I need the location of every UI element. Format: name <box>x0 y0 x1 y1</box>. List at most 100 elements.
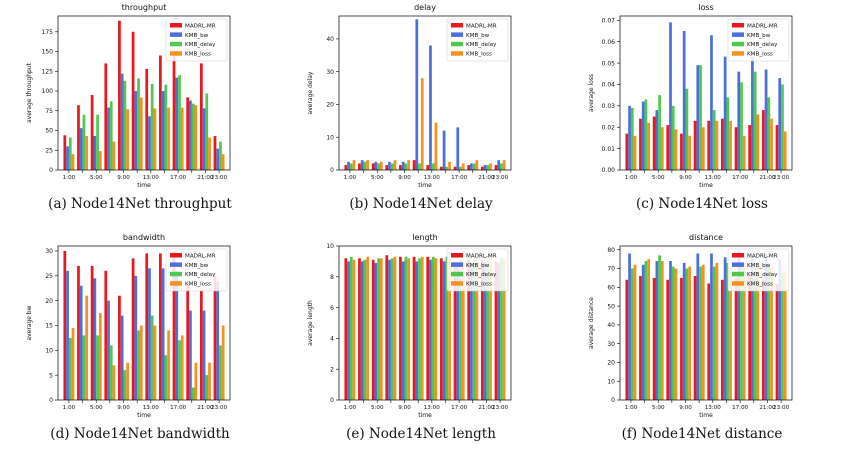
distance-bar-KMB_delay-2 <box>658 255 661 400</box>
delay-ytick-label-3: 30 <box>326 69 334 76</box>
bandwidth-bar-KMB_delay-1 <box>82 335 86 400</box>
loss-bar-MADRL-MR-3 <box>666 125 670 170</box>
bandwidth-legend-label-KMB_delay: KMB_delay <box>185 272 216 278</box>
distance-ytick-label-0: 0 <box>611 397 615 404</box>
distance-ytick-label-7: 70 <box>607 266 615 273</box>
delay-xtick-label-10: 21:00 <box>478 175 495 181</box>
bandwidth-xtick-label-0: 1:00 <box>63 405 76 411</box>
loss-ytick-label-5: 0.05 <box>602 60 616 67</box>
distance-ytick-label-5: 50 <box>607 303 615 310</box>
distance-ytick-label-6: 60 <box>607 285 615 292</box>
delay-bar-KMB_bw-8 <box>456 127 460 170</box>
distance-ytick-label-1: 10 <box>607 378 615 385</box>
loss-bar-MADRL-MR-8 <box>734 127 738 170</box>
distance-bar-KMB_bw-3 <box>669 261 672 400</box>
delay-bar-MADRL-MR-5 <box>412 160 416 170</box>
delay-bar-KMB_loss-0 <box>352 160 356 170</box>
length-ytick-label-0: 0 <box>330 397 334 404</box>
delay-bar-KMB_bw-7 <box>442 130 446 170</box>
distance-bar-KMB_delay-8 <box>740 266 743 400</box>
throughput-legend-label-KMB_delay: KMB_delay <box>185 42 216 48</box>
loss-ytick-label-0: 0.00 <box>602 167 616 174</box>
loss-bar-KMB_bw-1 <box>641 101 645 170</box>
bandwidth-bar-KMB_loss-0 <box>71 327 75 400</box>
throughput-ytick-label-5: 125 <box>42 68 54 75</box>
throughput-bar-KMB_delay-9 <box>191 103 195 170</box>
distance-legend <box>727 248 790 292</box>
throughput-xlabel: time <box>137 182 151 189</box>
throughput-bar-KMB_bw-2 <box>93 136 97 170</box>
length-bar-KMB_delay-4 <box>404 256 408 400</box>
length-bar-KMB_delay-2 <box>377 258 380 400</box>
length-bar-KMB_delay-1 <box>363 259 367 400</box>
chart-distance: distance 0 10 20 30 40 50 60 70 80 1:00 5:00 9:00 13:… <box>588 233 793 419</box>
loss-title: loss <box>698 3 713 12</box>
panel-delay: delay 0 10 20 30 40 1:00 5:00 9:00 13:00 17:00 21:0… <box>281 0 561 230</box>
length-bar-KMB_bw-11 <box>497 262 501 400</box>
bandwidth-legend-label-MADRL-MR: MADRL-MR <box>185 253 216 259</box>
loss-bar-MADRL-MR-6 <box>707 120 711 170</box>
throughput-bar-KMB_delay-10 <box>205 93 209 170</box>
throughput-bar-KMB_loss-0 <box>71 154 75 170</box>
throughput-legend-label-MADRL-MR: MADRL-MR <box>185 23 216 29</box>
throughput-bar-MADRL-MR-8 <box>172 55 176 170</box>
loss-bar-KMB_loss-5 <box>701 127 705 170</box>
distance-bar-KMB_bw-10 <box>764 253 768 400</box>
throughput-legend-label-KMB_loss: KMB_loss <box>185 52 211 58</box>
length-bar-KMB_bw-2 <box>374 262 378 400</box>
length-ytick-label-2: 4 <box>330 336 334 343</box>
delay-bar-KMB_loss-2 <box>379 161 383 170</box>
loss-ytick-label-6: 0.06 <box>602 39 616 46</box>
length-bar-KMB_delay-5 <box>418 258 421 400</box>
delay-xtick-label-6: 13:00 <box>424 175 441 181</box>
delay-bar-KMB_delay-4 <box>404 163 408 170</box>
delay-bar-KMB_bw-3 <box>388 161 391 170</box>
length-bar-KMB_loss-8 <box>461 261 465 400</box>
throughput-xtick-label-10: 21:00 <box>197 175 214 181</box>
loss-bar-MADRL-MR-1 <box>639 118 642 170</box>
loss-bar-KMB_delay-7 <box>726 97 730 170</box>
distance-bar-MADRL-MR-8 <box>734 277 738 400</box>
loss-bar-KMB_delay-6 <box>712 110 716 170</box>
delay-bar-KMB_delay-8 <box>459 166 462 170</box>
distance-xlabel: time <box>699 412 713 419</box>
throughput-bar-KMB_delay-7 <box>164 84 168 170</box>
bandwidth-bar-KMB_loss-4 <box>126 362 129 400</box>
distance-bar-KMB_bw-7 <box>723 257 727 400</box>
loss-bar-MADRL-MR-4 <box>680 133 683 170</box>
loss-bar-KMB_loss-11 <box>783 131 787 170</box>
loss-bar-KMB_delay-9 <box>753 71 757 170</box>
bandwidth-bar-KMB_bw-1 <box>79 285 83 400</box>
length-bar-MADRL-MR-6 <box>426 256 430 400</box>
delay-bar-KMB_delay-7 <box>445 166 449 170</box>
throughput-ytick-label-0: 0 <box>49 167 53 174</box>
loss-bar-KMB_delay-10 <box>767 97 771 170</box>
bandwidth-ylabel: average bw <box>26 305 33 340</box>
delay-ytick-label-1: 10 <box>326 134 334 141</box>
bandwidth-bar-KMB_bw-10 <box>202 310 206 400</box>
loss-bar-KMB_delay-2 <box>658 95 661 170</box>
loss-bar-KMB_delay-3 <box>671 105 675 170</box>
bandwidth-bar-KMB_delay-0 <box>68 337 72 400</box>
throughput-title: throughput <box>122 3 167 12</box>
panel-distance: distance 0 10 20 30 40 50 60 70 80 1:00 5:00 9:00 13:… <box>562 230 842 460</box>
loss-legend-swatch-KMB_loss <box>732 51 744 56</box>
length-title: length <box>412 233 438 242</box>
length-bar-MADRL-MR-5 <box>412 256 416 400</box>
delay-bar-KMB_bw-4 <box>401 161 405 170</box>
length-ytick-label-5: 10 <box>326 243 334 250</box>
delay-bar-KMB_delay-5 <box>418 163 421 170</box>
chart-delay: delay 0 10 20 30 40 1:00 5:00 9:00 13:00 17:00 21:0… <box>307 3 512 189</box>
delay-legend-swatch-KMB_bw <box>451 32 463 37</box>
loss-ylabel: average loss <box>588 74 595 112</box>
loss-bar-KMB_loss-10 <box>770 118 773 170</box>
loss-bar-MADRL-MR-9 <box>748 125 752 170</box>
bandwidth-bar-KMB_delay-7 <box>164 355 168 400</box>
bandwidth-ytick-label-0: 0 <box>49 397 53 404</box>
distance-bar-KMB_bw-5 <box>696 253 700 400</box>
distance-xtick-label-6: 13:00 <box>705 405 722 411</box>
distance-legend-label-KMB_bw: KMB_bw <box>747 263 771 269</box>
length-bar-KMB_bw-3 <box>388 259 391 400</box>
length-bar-KMB_loss-0 <box>352 259 356 400</box>
length-bar-KMB_loss-11 <box>502 259 506 400</box>
